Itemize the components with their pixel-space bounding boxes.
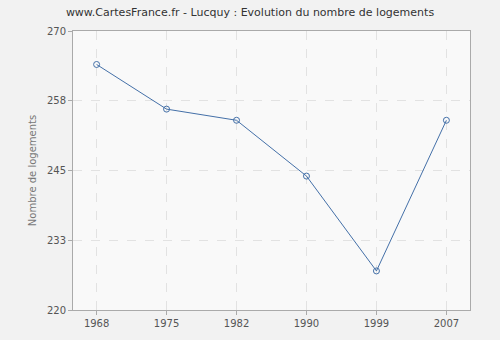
- svg-text:245: 245: [47, 165, 66, 176]
- svg-text:233: 233: [47, 235, 66, 246]
- svg-text:220: 220: [47, 305, 66, 316]
- svg-text:1975: 1975: [154, 318, 179, 329]
- svg-text:Nombre de logements: Nombre de logements: [27, 115, 38, 226]
- svg-text:2007: 2007: [434, 318, 459, 329]
- svg-text:1990: 1990: [294, 318, 319, 329]
- svg-text:www.CartesFrance.fr - Lucquy :: www.CartesFrance.fr - Lucquy : Evolution…: [66, 6, 435, 19]
- svg-text:258: 258: [47, 95, 66, 106]
- svg-text:270: 270: [47, 26, 66, 37]
- svg-text:1982: 1982: [224, 318, 249, 329]
- svg-text:1968: 1968: [84, 318, 109, 329]
- svg-text:1999: 1999: [364, 318, 389, 329]
